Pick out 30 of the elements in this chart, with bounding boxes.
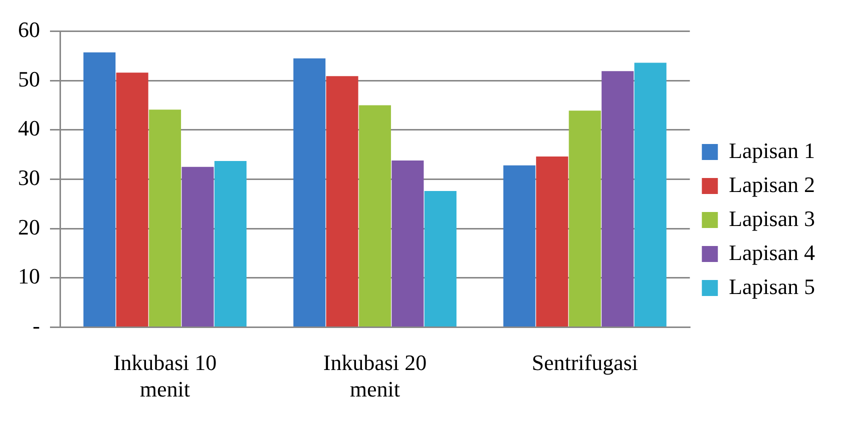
- bar: [602, 71, 634, 326]
- bar: [503, 165, 536, 326]
- bar: [424, 191, 456, 326]
- bar: [392, 160, 424, 326]
- bar: [116, 72, 148, 326]
- legend-label: Lapisan 4: [728, 240, 816, 265]
- legend-label: Lapisan 3: [728, 206, 816, 231]
- legend-label: Lapisan 1: [728, 138, 816, 163]
- bar: [148, 110, 182, 326]
- y-tick-label: 30: [18, 164, 40, 190]
- legend-label: Lapisan 5: [728, 274, 816, 299]
- x-tick-label: Inkubasi 20 menit: [323, 350, 427, 402]
- bar: [358, 105, 391, 326]
- bar: [634, 62, 666, 326]
- x-tick-label: Inkubasi 10 menit: [113, 350, 217, 402]
- bar: [83, 52, 116, 326]
- y-tick-label: -: [32, 312, 40, 338]
- y-tick-label: 20: [18, 214, 40, 240]
- bar: [182, 166, 214, 326]
- x-tick-label: Sentrifugasi: [532, 350, 638, 376]
- bar: [536, 156, 568, 326]
- bar: [326, 76, 358, 326]
- bar: [568, 110, 601, 326]
- y-tick-label: 50: [18, 66, 40, 92]
- y-tick-label: 60: [18, 16, 40, 42]
- legend-label: Lapisan 2: [728, 172, 816, 197]
- y-tick-label: 40: [18, 116, 40, 141]
- y-tick-label: 10: [18, 264, 40, 289]
- bar: [214, 160, 247, 326]
- bar: [293, 58, 326, 326]
